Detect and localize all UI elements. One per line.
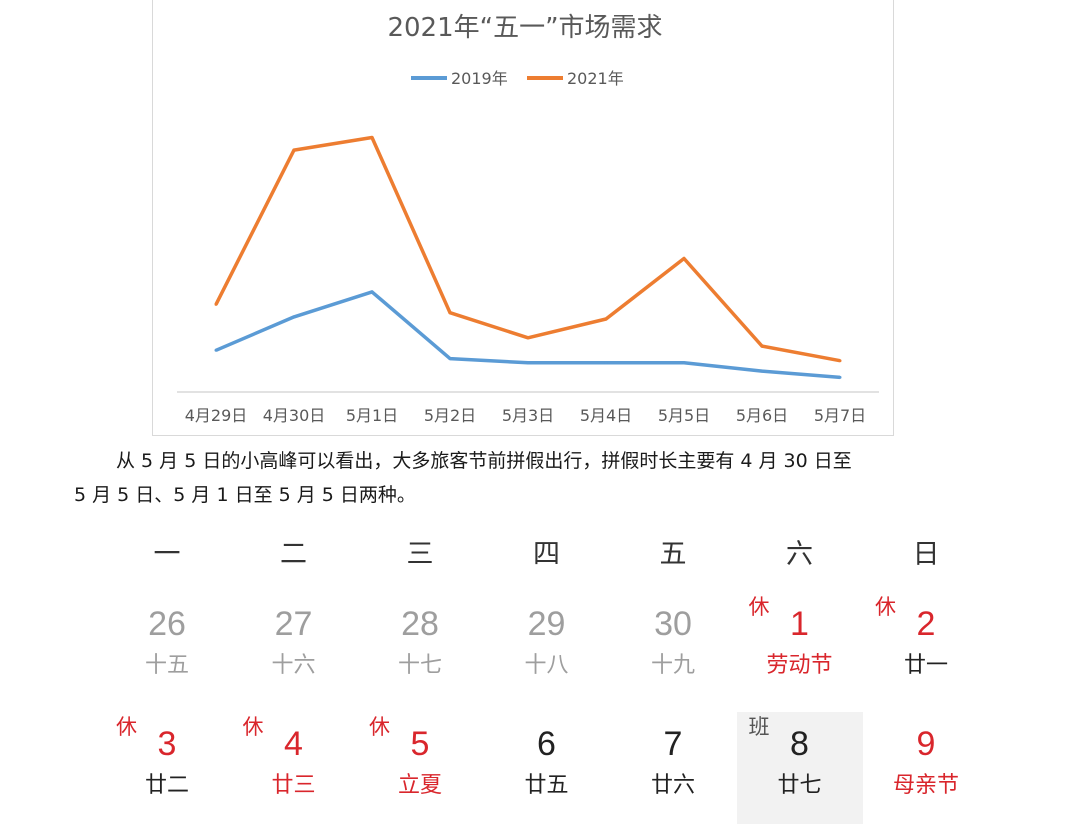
x-tick-label-6: 5月5日	[658, 406, 710, 425]
legend-label-1: 2021年	[567, 69, 624, 88]
series-1-point-8	[838, 359, 842, 363]
weekday-header-1: 二	[280, 539, 307, 570]
lunar-date: 十五	[144, 653, 189, 678]
lunar-date: 立夏	[397, 773, 442, 798]
day-number: 2	[916, 605, 936, 643]
holiday-badge: 休	[369, 715, 390, 739]
calendar-day-cell[interactable]: 9 母亲节	[863, 712, 989, 824]
series-0-point-4	[526, 361, 530, 365]
series-0-point-3	[448, 357, 452, 361]
holiday-badge: 休	[242, 715, 264, 739]
lunar-date: 廿五	[524, 773, 569, 798]
series-0-point-5	[604, 361, 608, 365]
day-number: 9	[916, 725, 936, 763]
x-tick-labels: 4月29日 4月30日 5月1日 5月2日 5月3日 5月4日 5月5日 5月6日 5月7日	[185, 406, 866, 425]
lunar-date: 十六	[271, 653, 316, 678]
paragraph-line-1: 从 5 月 5 日的小高峰可以看出，大多旅客节前拼假出行，拼假时长主要有 4 月…	[116, 450, 852, 472]
weekday-header-3: 四	[533, 539, 560, 570]
day-number: 27	[274, 605, 313, 643]
weekday-header-6: 日	[912, 539, 940, 570]
series-1-point-1	[292, 148, 296, 152]
series-line-0	[215, 290, 841, 380]
day-number: 6	[537, 725, 556, 763]
calendar-day-cell[interactable]: 29 十八	[484, 592, 610, 704]
lunar-date: 十九	[650, 653, 695, 678]
lunar-date: 十七	[397, 653, 442, 678]
series-1-point-7	[760, 344, 764, 348]
series-0-point-2	[370, 290, 374, 294]
holiday-badge: 休	[116, 715, 137, 739]
series-1-point-3	[448, 311, 452, 315]
paragraph-line-2: 5 月 5 日、5 月 1 日至 5 月 5 日两种。	[74, 484, 416, 506]
lunar-date: 十八	[524, 653, 569, 678]
calendar-day-cell[interactable]: 4 廿三 休	[231, 712, 357, 824]
weekday-header-4: 五	[659, 539, 687, 570]
day-number: 26	[148, 605, 186, 643]
lunar-date: 廿七	[777, 773, 822, 798]
series-line-1	[214, 135, 841, 363]
lunar-date: 廿三	[271, 773, 316, 798]
series-0-point-1	[292, 315, 296, 319]
series-1-point-5	[604, 317, 608, 321]
calendar-day-cell[interactable]: 3 廿二 休	[104, 712, 230, 824]
series-1-point-4	[526, 336, 530, 340]
calendar-day-cell[interactable]: 5 立夏 休	[357, 712, 483, 824]
calendar-day-cell[interactable]: 1 劳动节 休	[737, 592, 863, 704]
calendar-day-cell[interactable]: 26 十五	[104, 592, 230, 704]
x-tick-label-2: 5月1日	[346, 406, 398, 425]
day-number: 5	[410, 725, 430, 763]
day-number: 4	[284, 725, 303, 763]
lunar-date: 廿六	[650, 773, 695, 798]
calendar-day-cell[interactable]: 28 十七	[357, 592, 483, 704]
series-1-point-2	[370, 136, 374, 140]
holiday-calendar: 一二三四五六日 26 十五 27 十六 28 十七 29 十八 30 十九 1 劳动节休 2 廿一休 3 廿二休…	[104, 530, 994, 830]
day-number: 30	[654, 605, 692, 643]
lunar-date: 廿二	[144, 773, 189, 798]
day-number: 8	[790, 725, 809, 763]
series-layer	[214, 135, 842, 380]
day-number: 1	[790, 605, 809, 643]
x-tick-label-0: 4月29日	[185, 406, 248, 425]
series-0-point-6	[682, 361, 686, 365]
series-0-point-7	[760, 369, 764, 373]
series-0-point-0	[214, 348, 218, 352]
chart-legend: 2019年 2021年	[411, 69, 624, 88]
day-number: 28	[401, 605, 439, 643]
calendar-day-cell[interactable]: 8 廿七 班	[736, 712, 863, 824]
calendar-day-cell[interactable]: 2 廿一 休	[863, 592, 989, 704]
calendar-day-cell[interactable]: 6 廿五	[484, 712, 610, 824]
body-paragraph: 从 5 月 5 日的小高峰可以看出，大多旅客节前拼假出行，拼假时长主要有 4 月…	[74, 444, 974, 512]
day-number: 29	[527, 605, 566, 643]
calendar-day-cell[interactable]: 27 十六	[231, 592, 357, 704]
lunar-date: 劳动节	[766, 653, 833, 678]
lunar-date: 廿一	[903, 653, 948, 678]
day-number: 3	[157, 725, 177, 763]
weekday-header-2: 三	[406, 539, 434, 570]
series-1-point-0	[214, 302, 218, 306]
series-1-point-6	[682, 257, 686, 261]
chart-canvas: 2021年“五一”市场需求 2019年 2021年 4月29日 4月30日 5月1日 5…	[177, 13, 879, 425]
calendar-day-cell[interactable]: 30 十九	[610, 592, 736, 704]
day-number: 7	[663, 725, 683, 763]
x-tick-label-8: 5月7日	[814, 406, 866, 425]
holiday-badge: 休	[875, 595, 896, 619]
weekday-header-0: 一	[153, 539, 181, 570]
series-0-point-8	[838, 375, 842, 379]
weekday-header-5: 六	[786, 539, 813, 570]
x-tick-label-1: 4月30日	[263, 406, 326, 425]
x-tick-label-5: 5月4日	[580, 406, 632, 425]
legend-label-0: 2019年	[451, 69, 508, 88]
holiday-badge: 休	[748, 595, 770, 619]
x-tick-label-3: 5月2日	[424, 406, 476, 425]
lunar-date: 母亲节	[892, 773, 959, 798]
workday-badge: 班	[748, 715, 770, 739]
x-tick-label-7: 5月6日	[736, 406, 788, 425]
calendar-day-cell[interactable]: 7 廿六	[610, 712, 736, 824]
x-tick-label-4: 5月3日	[502, 406, 554, 425]
chart-title: 2021年“五一”市场需求	[387, 13, 662, 43]
line-chart: 2021年“五一”市场需求 2019年 2021年 4月29日 4月30日 5月1日 5…	[152, 0, 894, 436]
